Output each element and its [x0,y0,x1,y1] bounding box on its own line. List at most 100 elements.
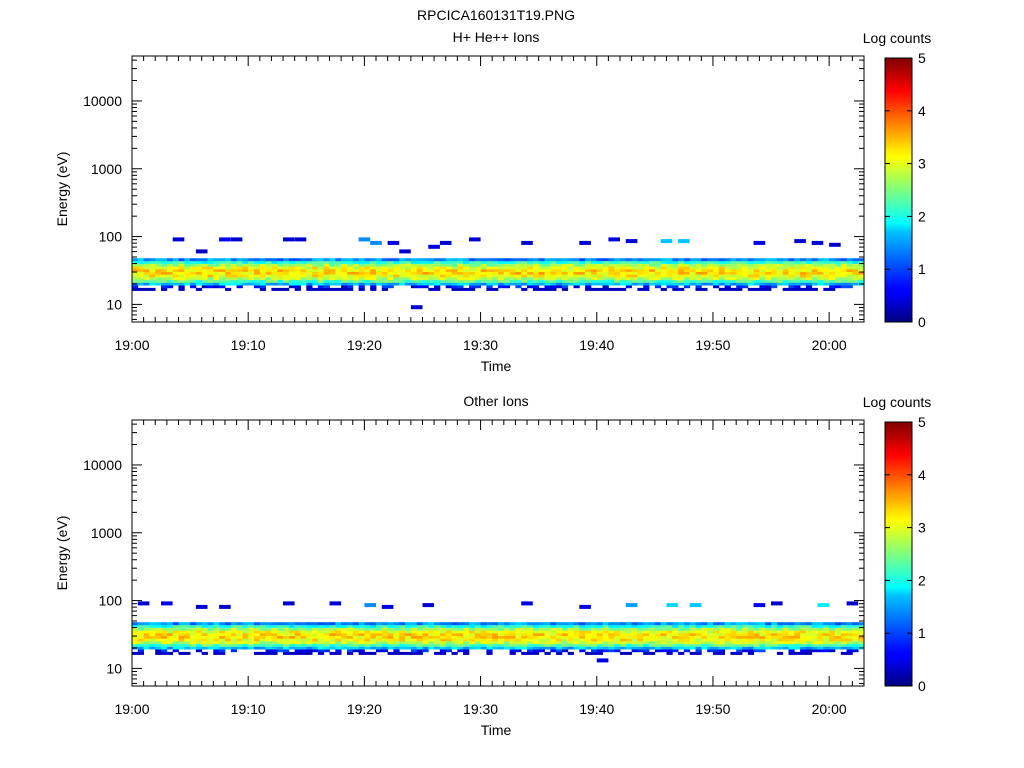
panel-2-sparse-cell [283,601,295,606]
panel-2-heatmap-cell [352,627,359,631]
panel-2-heatmap-cell [469,622,476,626]
panel-1-heatmap-cell [410,274,418,278]
panel-2-heatmap-cell [259,651,266,655]
panel-2-heatmap-cell [556,641,563,645]
panel-1-heatmap-cell [463,277,470,281]
panel-1-heatmap-cell [608,274,615,278]
panel-1-heatmap-cell [643,266,650,270]
panel-1-heatmap-cell [422,279,429,283]
panel-1-heatmap-cell [399,277,406,281]
panel-1-heatmap-cell [829,260,836,264]
panel-2-heatmap-cell [306,622,313,626]
panel-2-heatmap-cell [561,646,569,650]
panel-1-heatmap-cell [521,271,528,275]
panel-2-heatmap-cell [683,646,691,650]
panel-1-heatmap-cell [625,271,632,275]
panel-1-heatmap-cell [445,269,452,272]
panel-2-heatmap-cell [469,635,476,639]
panel-1-heatmap-cell [835,269,842,272]
panel-1-heatmap-cell [794,287,801,291]
panel-2-heatmap-cell [707,633,714,636]
panel-2-heatmap-cell [730,643,737,647]
panel-2-heatmap-cell [376,649,383,653]
panel-1-heatmap-cell [439,279,447,283]
panel-1-heatmap-cell [736,266,743,270]
panel-1-heatmap-cell [410,285,418,289]
panel-2-heatmap-cell [190,635,197,639]
panel-2-heatmap-cell [625,641,632,645]
panel-1-heatmap-cell [323,274,330,278]
panel-1-heatmap-cell [410,282,418,286]
panel-2-heatmap-cell [585,627,592,631]
panel-2-heatmap-cell [817,638,824,642]
panel-1-heatmap-cell [155,274,162,278]
panel-1-heatmap-cell [219,269,226,272]
panel-1-heatmap-cell [643,274,650,278]
panel-1-heatmap-cell [265,269,272,272]
panel-1-heatmap-cell [248,277,255,281]
panel-1-heatmap-cell [347,263,354,267]
panel-1-heatmap-cell [695,269,702,272]
panel-1-heatmap-cell [556,263,563,267]
panel-2-heatmap-cell [358,633,365,636]
panel-2-heatmap-cell [137,635,144,639]
panel-2-heatmap-cell [422,646,429,650]
panel-1-heatmap-cell [538,269,545,272]
panel-2-heatmap-cell [259,635,266,639]
panel-2-heatmap-cell [852,622,859,626]
panel-2-heatmap-cell [335,624,342,628]
panel-1-heatmap-cell [463,269,470,272]
panel-2-heatmap-cell [184,643,191,647]
panel-2-heatmap-cell [509,638,516,642]
panel-1-heatmap-cell [399,274,406,278]
panel-2-heatmap-cell [132,633,139,636]
panel-2-heatmap-cell [195,641,203,645]
panel-1-heatmap-cell [678,287,685,291]
panel-2-heatmap-cell [474,627,481,631]
panel-2-heatmap-cell [190,643,197,647]
panel-1-heatmap-cell [736,263,743,267]
panel-1-heatmap-cell [486,285,493,289]
panel-2-heatmap-cell [620,641,627,645]
panel-1-heatmap-cell [759,269,766,272]
panel-2-heatmap-cell [683,624,691,628]
panel-2-heatmap-cell [172,638,179,642]
panel-2-heatmap-cell [288,641,296,645]
panel-1-heatmap-cell [219,277,226,281]
panel-2-heatmap-cell [503,633,510,636]
panel-2-heatmap-cell [248,643,255,647]
panel-1-heatmap-cell [213,282,220,286]
panel-2-heatmap-cell [474,635,481,639]
panel-2-heatmap-cell [486,633,493,636]
panel-1-heatmap-cell [405,266,412,270]
panel-2-heatmap-cell [846,638,853,642]
panel-1-heatmap-cell [492,260,499,264]
panel-1-heatmap-cell [521,282,528,286]
panel-1-heatmap-cell [753,269,760,272]
panel-2-heatmap-cell [730,630,737,634]
panel-2-heatmap-cell [393,651,400,655]
panel-2-heatmap-cell [649,638,656,642]
panel-2-heatmap-cell [620,630,627,634]
panel-2-heatmap-cell [341,643,348,647]
panel-2-heatmap-cell [660,635,667,639]
panel-2-heatmap-cell [254,633,261,636]
panel-2-heatmap-cell [683,635,691,639]
panel-2-heatmap-cell [585,643,592,647]
panel-1-heatmap-cell [829,263,836,267]
panel-2-heatmap-cell [358,646,365,650]
panel-1-heatmap-cell [201,277,208,281]
panel-1-y-tick-label: 100 [99,229,123,245]
panel-1-heatmap-cell [614,260,621,264]
panel-2-heatmap-cell [556,633,563,636]
panel-1-heatmap-cell [166,274,174,278]
panel-2-heatmap-cell [649,622,656,626]
panel-2-heatmap-cell [695,622,702,626]
panel-1-heatmap-cell [283,274,290,278]
panel-2-heatmap-cell [294,633,301,636]
panel-2-heatmap-cell [416,624,423,628]
panel-2-heatmap-cell [271,622,278,626]
panel-2-heatmap-cell [753,646,760,650]
panel-2-heatmap-cell [805,624,813,628]
panel-2-heatmap-cell [230,641,237,645]
